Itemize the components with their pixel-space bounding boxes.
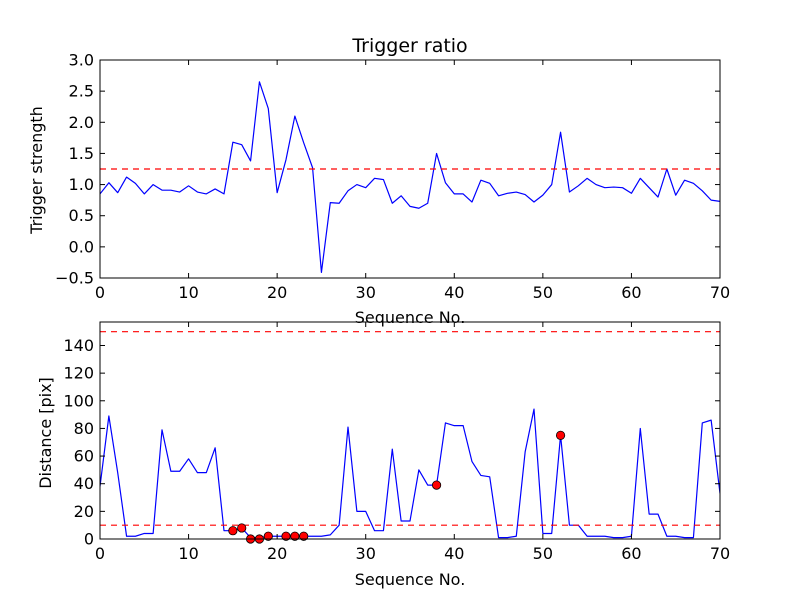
bottom-ytick-label: 100 xyxy=(63,391,94,410)
top-data-layer xyxy=(100,81,720,273)
bottom-marker-point xyxy=(228,526,238,536)
top-ytick-label: 0.0 xyxy=(69,237,94,256)
top-xtick-label: 50 xyxy=(533,283,553,302)
bottom-xtick-label: 30 xyxy=(356,544,376,563)
top-plot: Trigger ratio 0 10 20 30 40 50 60 70 −0.5 0.0 0.5 1… xyxy=(27,35,730,327)
bottom-series-line-0 xyxy=(100,408,720,539)
bottom-xtick-label: 0 xyxy=(95,544,105,563)
bottom-marker-point xyxy=(237,523,247,533)
top-ytick-label: 3.0 xyxy=(69,51,94,70)
top-ytick-label: 0.5 xyxy=(69,206,94,225)
bottom-ytick-label: 80 xyxy=(74,419,94,438)
bottom-plot-area: 0 10 20 30 40 50 60 70 0 20 40 60 80 100 120 140 xyxy=(63,321,730,563)
bottom-ytick-label: 120 xyxy=(63,364,94,383)
bottom-ytick-label: 140 xyxy=(63,336,94,355)
top-ytick-label: 2.0 xyxy=(69,113,94,132)
top-series-line-0 xyxy=(100,81,720,273)
top-ytick-label: 1.0 xyxy=(69,175,94,194)
top-plot-area: 0 10 20 30 40 50 60 70 −0.5 0.0 0.5 1.0 1.5 2.0 2.5 3.0 xyxy=(55,51,730,303)
top-ytick-label: 2.5 xyxy=(69,82,94,101)
top-xtick-label: 30 xyxy=(356,283,376,302)
top-xtick-label: 40 xyxy=(444,283,464,302)
bottom-data-layer xyxy=(100,331,720,539)
bottom-xtick-label: 50 xyxy=(533,544,553,563)
bottom-frame xyxy=(99,321,721,540)
bottom-plot-ylabel: Distance [pix] xyxy=(36,377,55,489)
bottom-ytick-label: 60 xyxy=(74,447,94,466)
bottom-ytick-label: 0 xyxy=(84,530,94,549)
bottom-marker-point xyxy=(299,531,309,541)
top-xtick-label: 20 xyxy=(267,283,287,302)
bottom-marker-point xyxy=(431,480,442,490)
top-ytick-label: 1.5 xyxy=(69,144,94,163)
bottom-xtick-label: 60 xyxy=(621,544,641,563)
top-xtick-label: 10 xyxy=(178,283,198,302)
top-ytick-label: −0.5 xyxy=(55,269,94,288)
bottom-xtick-label: 10 xyxy=(178,544,198,563)
bottom-marker-point xyxy=(263,531,273,541)
bottom-ytick-label: 20 xyxy=(74,502,94,521)
bottom-plot-xlabel: Sequence No. xyxy=(355,570,466,589)
bottom-marker-point xyxy=(281,531,291,541)
top-xtick-label: 70 xyxy=(710,283,730,302)
bottom-plot: 0 10 20 30 40 50 60 70 0 20 40 60 80 100 120 140 Sequen… xyxy=(36,321,730,589)
bottom-xtick-label: 70 xyxy=(710,544,730,563)
bottom-xtick-label: 40 xyxy=(444,544,464,563)
top-xtick-label: 0 xyxy=(95,283,105,302)
top-frame xyxy=(99,59,721,279)
top-plot-title: Trigger ratio xyxy=(351,35,467,57)
bottom-marker-point xyxy=(290,531,300,541)
top-plot-xlabel: Sequence No. xyxy=(355,308,466,327)
bottom-xtick-label: 20 xyxy=(267,544,287,563)
bottom-marker-point xyxy=(555,430,566,440)
bottom-ytick-label: 40 xyxy=(74,474,94,493)
top-xtick-label: 60 xyxy=(621,283,641,302)
top-plot-ylabel: Trigger strength xyxy=(27,106,46,235)
